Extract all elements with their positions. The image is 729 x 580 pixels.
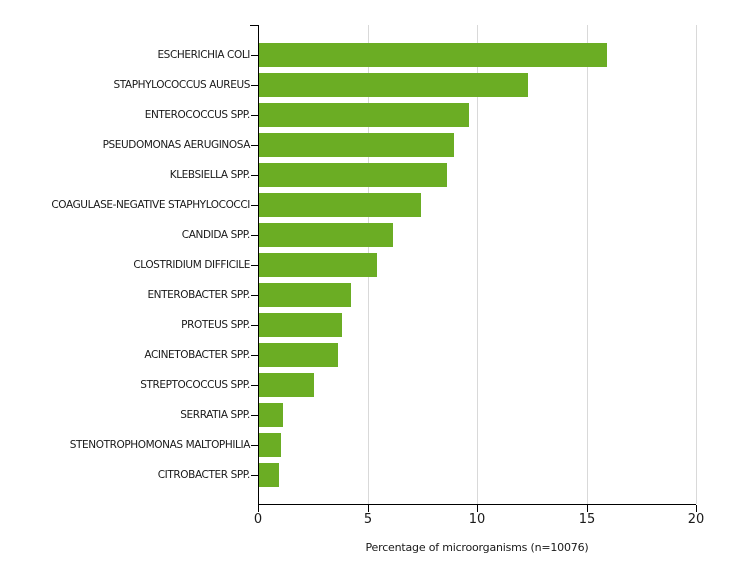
bar [259, 223, 393, 247]
x-axis-tick [368, 505, 369, 512]
category-label: CITROBACTER SPP. [157, 468, 251, 481]
category-label: STAPHYLOCOCCUS AUREUS [113, 78, 250, 91]
category-label: COAGULASE-NEGATIVE STAPHYLOCOCCI [51, 198, 250, 211]
bar [259, 433, 281, 457]
y-axis-tick [251, 175, 258, 176]
y-axis-tick [251, 235, 258, 236]
category-label: ENTEROBACTER SPP. [147, 288, 250, 301]
gridline [696, 25, 697, 504]
x-tick-label: 20 [687, 512, 705, 527]
y-axis-tick [251, 55, 258, 56]
bar [259, 403, 283, 427]
category-label: STENOTROPHOMONAS MALTOPHILIA [69, 438, 251, 451]
x-tick-label: 15 [578, 512, 596, 527]
y-axis-tick [251, 295, 258, 296]
y-axis-tick [251, 415, 258, 416]
x-tick-label: 0 [253, 512, 263, 527]
bar [259, 163, 447, 187]
bar [259, 283, 351, 307]
bar [259, 103, 469, 127]
y-axis-tick [251, 325, 258, 326]
bar [259, 463, 279, 487]
plot-area [250, 25, 697, 512]
category-label: ACINETOBACTER SPP. [144, 348, 250, 361]
bar [259, 253, 377, 277]
category-label: ESCHERICHIA COLI [157, 48, 250, 61]
y-axis-tick [251, 145, 258, 146]
y-axis-tick [251, 385, 258, 386]
y-axis-tick [251, 85, 258, 86]
category-label: SERRATIA SPP. [180, 408, 250, 421]
category-label: KLEBSIELLA SPP. [169, 168, 251, 181]
bar [259, 193, 421, 217]
category-label: PROTEUS SPP. [181, 318, 250, 331]
category-label: CANDIDA SPP. [181, 228, 251, 241]
x-axis-tick [258, 505, 259, 512]
y-axis-tick [251, 115, 258, 116]
bar [259, 43, 607, 67]
x-axis-title: Percentage of microorganisms (n=10076) [365, 541, 589, 554]
category-label: ENTEROCOCCUS SPP. [144, 108, 251, 121]
category-label: STREPTOCOCCUS SPP. [140, 378, 250, 391]
bar [259, 133, 454, 157]
x-tick-label: 5 [363, 512, 373, 527]
y-axis-tick [251, 475, 258, 476]
y-axis-tick [251, 355, 258, 356]
x-axis-tick [587, 505, 588, 512]
bar [259, 373, 314, 397]
bar [259, 313, 342, 337]
gridline [477, 25, 478, 504]
y-axis-line [258, 25, 259, 504]
bar [259, 343, 338, 367]
x-axis-tick [477, 505, 478, 512]
category-label: PSEUDOMONAS AERUGINOSA [102, 138, 251, 151]
y-axis-tick [251, 445, 258, 446]
x-tick-label: 10 [468, 512, 486, 527]
category-label: CLOSTRIDIUM DIFFICILE [133, 258, 250, 271]
y-axis-tick [251, 265, 258, 266]
bar [259, 73, 528, 97]
x-axis-line [258, 504, 696, 505]
gridline [587, 25, 588, 504]
y-axis-tick [251, 205, 258, 206]
x-axis-tick [696, 505, 697, 512]
y-axis-top-tick [250, 25, 258, 26]
